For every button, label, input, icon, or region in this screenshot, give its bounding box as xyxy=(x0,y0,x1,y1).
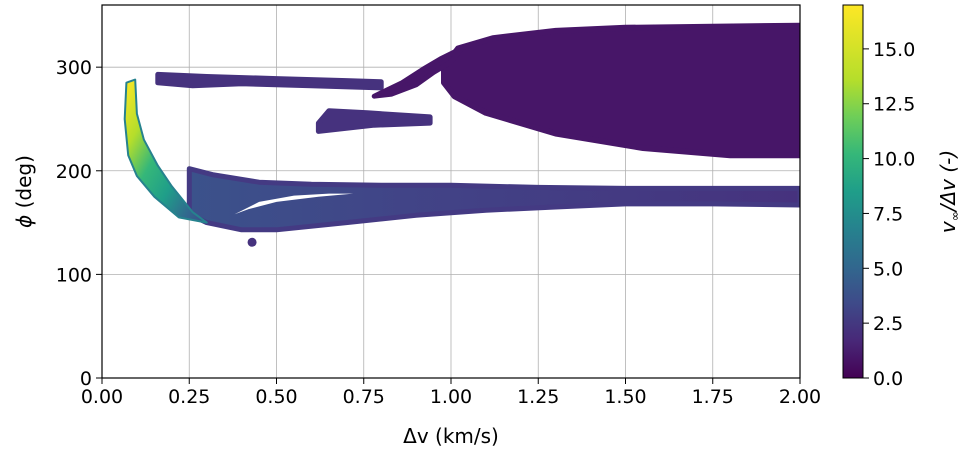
y-axis-ticks: 0 100 200 300 xyxy=(56,57,102,390)
colorbar-tick-label: 0.0 xyxy=(873,368,903,390)
x-tick-label: 0.75 xyxy=(343,386,385,408)
colorbar-ticks: 0.0 2.5 5.0 7.5 10.0 12.5 15.0 xyxy=(863,39,915,390)
x-tick-label: 1.25 xyxy=(517,386,559,408)
region-upper-streak-1 xyxy=(155,71,384,91)
outlier-point xyxy=(247,237,257,247)
colorbar-tick-label: 7.5 xyxy=(873,203,903,225)
colorbar-tick-label: 5.0 xyxy=(873,258,903,280)
region-upper-streak-2 xyxy=(315,108,433,134)
region-lower-band-gap xyxy=(234,193,354,215)
x-tick-label: 0.50 xyxy=(255,386,297,408)
y-tick-label: 100 xyxy=(56,264,92,286)
x-tick-label: 1.75 xyxy=(692,386,734,408)
y-tick-label: 200 xyxy=(56,161,92,183)
colorbar-tick-label: 10.0 xyxy=(873,149,915,171)
x-tick-label: 1.50 xyxy=(604,386,646,408)
y-tick-label: 0 xyxy=(80,368,92,390)
region-left-branch xyxy=(123,78,208,224)
colorbar xyxy=(842,4,864,379)
colorbar-tick-label: 2.5 xyxy=(873,313,903,335)
y-tick-label: 300 xyxy=(56,57,92,79)
colorbar-tick-label: 15.0 xyxy=(873,39,915,61)
x-axis-label: Δv (km/s) xyxy=(403,424,499,448)
x-tick-label: 1.00 xyxy=(430,386,472,408)
x-tick-label: 0.25 xyxy=(168,386,210,408)
scatter-regions xyxy=(123,22,800,247)
x-axis-ticks: 0.00 0.25 0.50 0.75 1.00 1.25 1.50 1.75 2.00 xyxy=(81,378,821,408)
colorbar-tick-label: 12.5 xyxy=(873,94,915,116)
x-tick-label: 2.00 xyxy=(779,386,821,408)
region-lower-band xyxy=(186,166,800,233)
x-tick-label: 0.00 xyxy=(81,386,123,408)
region-diagonal-streak xyxy=(371,46,464,99)
y-axis-label: ϕ (deg) xyxy=(12,155,36,228)
region-upper-right-lobe xyxy=(441,22,800,159)
colorbar-label: v∞/Δv (-) xyxy=(936,150,962,233)
